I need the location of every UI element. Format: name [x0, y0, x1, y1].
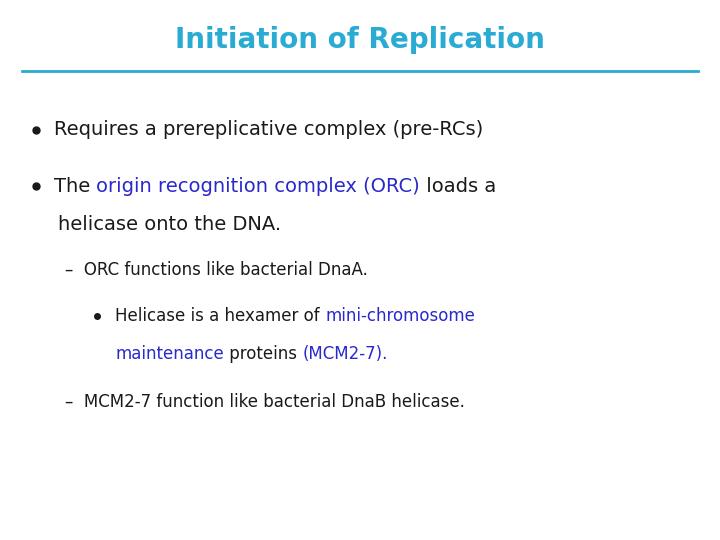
Text: –  MCM2-7 function like bacterial DnaB helicase.: – MCM2-7 function like bacterial DnaB he…	[65, 393, 464, 411]
Text: helicase onto the DNA.: helicase onto the DNA.	[58, 214, 281, 234]
Text: proteins: proteins	[224, 345, 302, 363]
Text: Helicase is a hexamer of: Helicase is a hexamer of	[115, 307, 325, 325]
Text: The: The	[54, 177, 96, 196]
Text: (MCM2-7).: (MCM2-7).	[302, 345, 387, 363]
Text: origin recognition complex (ORC): origin recognition complex (ORC)	[96, 177, 420, 196]
Text: mini-chromosome: mini-chromosome	[325, 307, 475, 325]
Text: Requires a prereplicative complex (pre-RCs): Requires a prereplicative complex (pre-R…	[54, 120, 483, 139]
Text: maintenance: maintenance	[115, 345, 224, 363]
Text: Initiation of Replication: Initiation of Replication	[175, 26, 545, 55]
Text: –  ORC functions like bacterial DnaA.: – ORC functions like bacterial DnaA.	[65, 261, 368, 279]
Text: loads a: loads a	[420, 177, 497, 196]
